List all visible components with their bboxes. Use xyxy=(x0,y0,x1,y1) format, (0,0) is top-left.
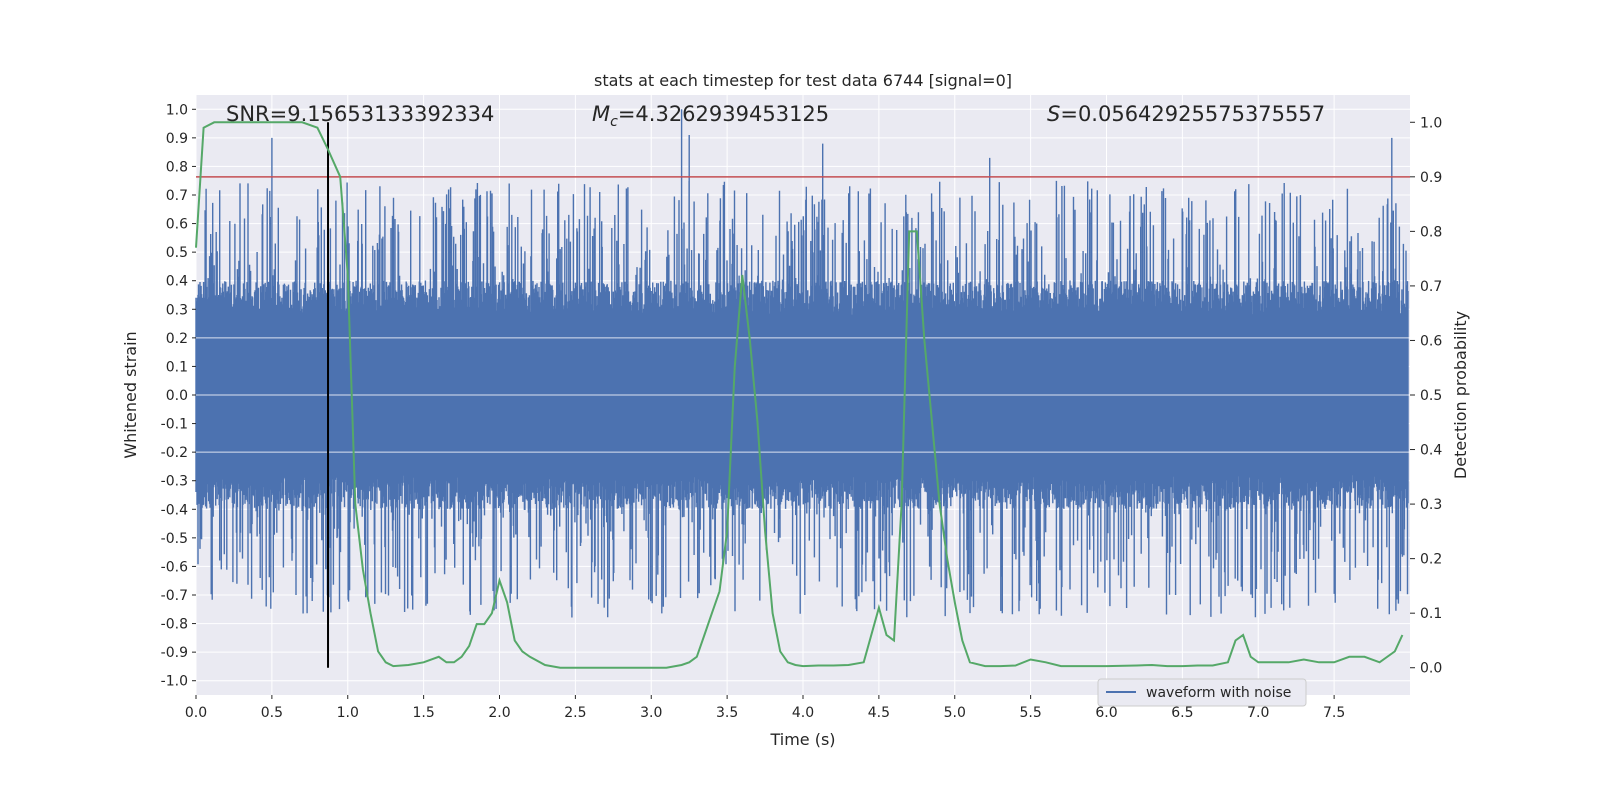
snr-annotation: SNR=9.15653133392334 xyxy=(226,102,494,126)
y2-tick-label: 0.5 xyxy=(1420,388,1442,404)
y2-tick-label: 0.4 xyxy=(1420,443,1442,459)
y-tick-label: 1.0 xyxy=(166,102,188,118)
x-tick-label: 2.5 xyxy=(564,705,586,721)
y-tick-label: -0.5 xyxy=(161,531,188,547)
legend: waveform with noise xyxy=(1097,678,1307,707)
chirp-mass-annotation: Mc=4.3262939453125 xyxy=(592,102,829,130)
y-tick-label: 0.5 xyxy=(166,245,188,261)
chart-title: stats at each timestep for test data 674… xyxy=(594,71,1012,90)
statistic-symbol: S xyxy=(1047,102,1060,126)
y2-tick-label: 0.1 xyxy=(1420,606,1442,622)
y-tick-label: -0.3 xyxy=(161,474,188,490)
y2-tick-label: 0.0 xyxy=(1420,661,1442,677)
y2-tick-label: 0.6 xyxy=(1420,333,1442,349)
y-tick-label: -0.6 xyxy=(161,559,188,575)
chirp-mass-symbol: M xyxy=(592,102,610,126)
x-tick-label: 3.0 xyxy=(640,705,662,721)
probability-line xyxy=(195,121,1404,669)
x-tick-label: 7.5 xyxy=(1323,705,1345,721)
x-tick-label: 4.5 xyxy=(868,705,890,721)
y-tick-label: -0.2 xyxy=(161,445,188,461)
y-axis-label: Whitened strain xyxy=(121,331,140,458)
y-tick-label: -0.4 xyxy=(161,502,188,518)
y-tick-label: 0.1 xyxy=(166,359,188,375)
x-tick-label: 6.0 xyxy=(1095,705,1117,721)
legend-box xyxy=(1097,678,1307,707)
y-tick-label: 0.4 xyxy=(166,274,188,290)
x-tick-label: 7.0 xyxy=(1247,705,1269,721)
y2-tick-label: 0.2 xyxy=(1420,552,1442,568)
y-tick-label: -0.7 xyxy=(161,588,188,604)
x-tick-label: 5.5 xyxy=(1019,705,1041,721)
y2-axis-label: Detection probability xyxy=(1451,311,1470,479)
y-tick-label: 0.0 xyxy=(166,388,188,404)
x-tick-label: 1.5 xyxy=(412,705,434,721)
y-tick-label: -0.9 xyxy=(161,645,188,661)
chirp-mass-value: =4.3262939453125 xyxy=(618,102,829,126)
x-tick-label: 4.0 xyxy=(792,705,814,721)
y-tick-label: -1.0 xyxy=(161,674,188,690)
y2-tick-label: 0.8 xyxy=(1420,224,1442,240)
x-axis-ticks: 0.0 0.5 1.0 1.5 2.0 2.5 3.0 3.5 4.0 4.5 5.0 5.5 6.0 6… xyxy=(185,695,1345,721)
y-tick-label: 0.8 xyxy=(166,159,188,175)
x-tick-label: 1.0 xyxy=(337,705,359,721)
y-tick-label: 0.9 xyxy=(166,131,188,147)
y-tick-label: 0.6 xyxy=(166,217,188,233)
y-tick-label: -0.1 xyxy=(161,417,188,433)
x-tick-label: 5.0 xyxy=(944,705,966,721)
snr-statistic-annotation: S=0.05642925575375557 xyxy=(1047,102,1325,126)
y2-tick-label: 0.3 xyxy=(1420,497,1442,513)
statistic-value: =0.05642925575375557 xyxy=(1060,102,1325,126)
y2-tick-label: 1.0 xyxy=(1420,115,1442,131)
x-tick-label: 2.0 xyxy=(488,705,510,721)
x-tick-label: 3.5 xyxy=(716,705,738,721)
x-tick-label: 0.5 xyxy=(261,705,283,721)
y-axis-ticks: -1.0 -0.9 -0.8 -0.7 -0.6 -0.5 -0.4 -0.3 -0.2 -0.1… xyxy=(161,102,196,690)
y-tick-label: 0.3 xyxy=(166,302,188,318)
y-tick-label: -0.8 xyxy=(161,617,188,633)
legend-label: waveform with noise xyxy=(1146,685,1291,701)
chirp-mass-subscript: c xyxy=(610,114,618,130)
x-tick-label: 0.0 xyxy=(185,705,207,721)
y2-axis-ticks: 0.0 0.1 0.2 0.3 0.4 0.5 0.6 0.7 0.8 0.9 1.0 xyxy=(1410,115,1442,677)
probability-series xyxy=(195,121,1404,669)
x-axis-label: Time (s) xyxy=(769,730,835,749)
y-tick-label: 0.2 xyxy=(166,331,188,347)
y-tick-label: 0.7 xyxy=(166,188,188,204)
x-tick-label: 6.5 xyxy=(1171,705,1193,721)
y2-tick-label: 0.9 xyxy=(1420,170,1442,186)
y2-tick-label: 0.7 xyxy=(1420,279,1442,295)
